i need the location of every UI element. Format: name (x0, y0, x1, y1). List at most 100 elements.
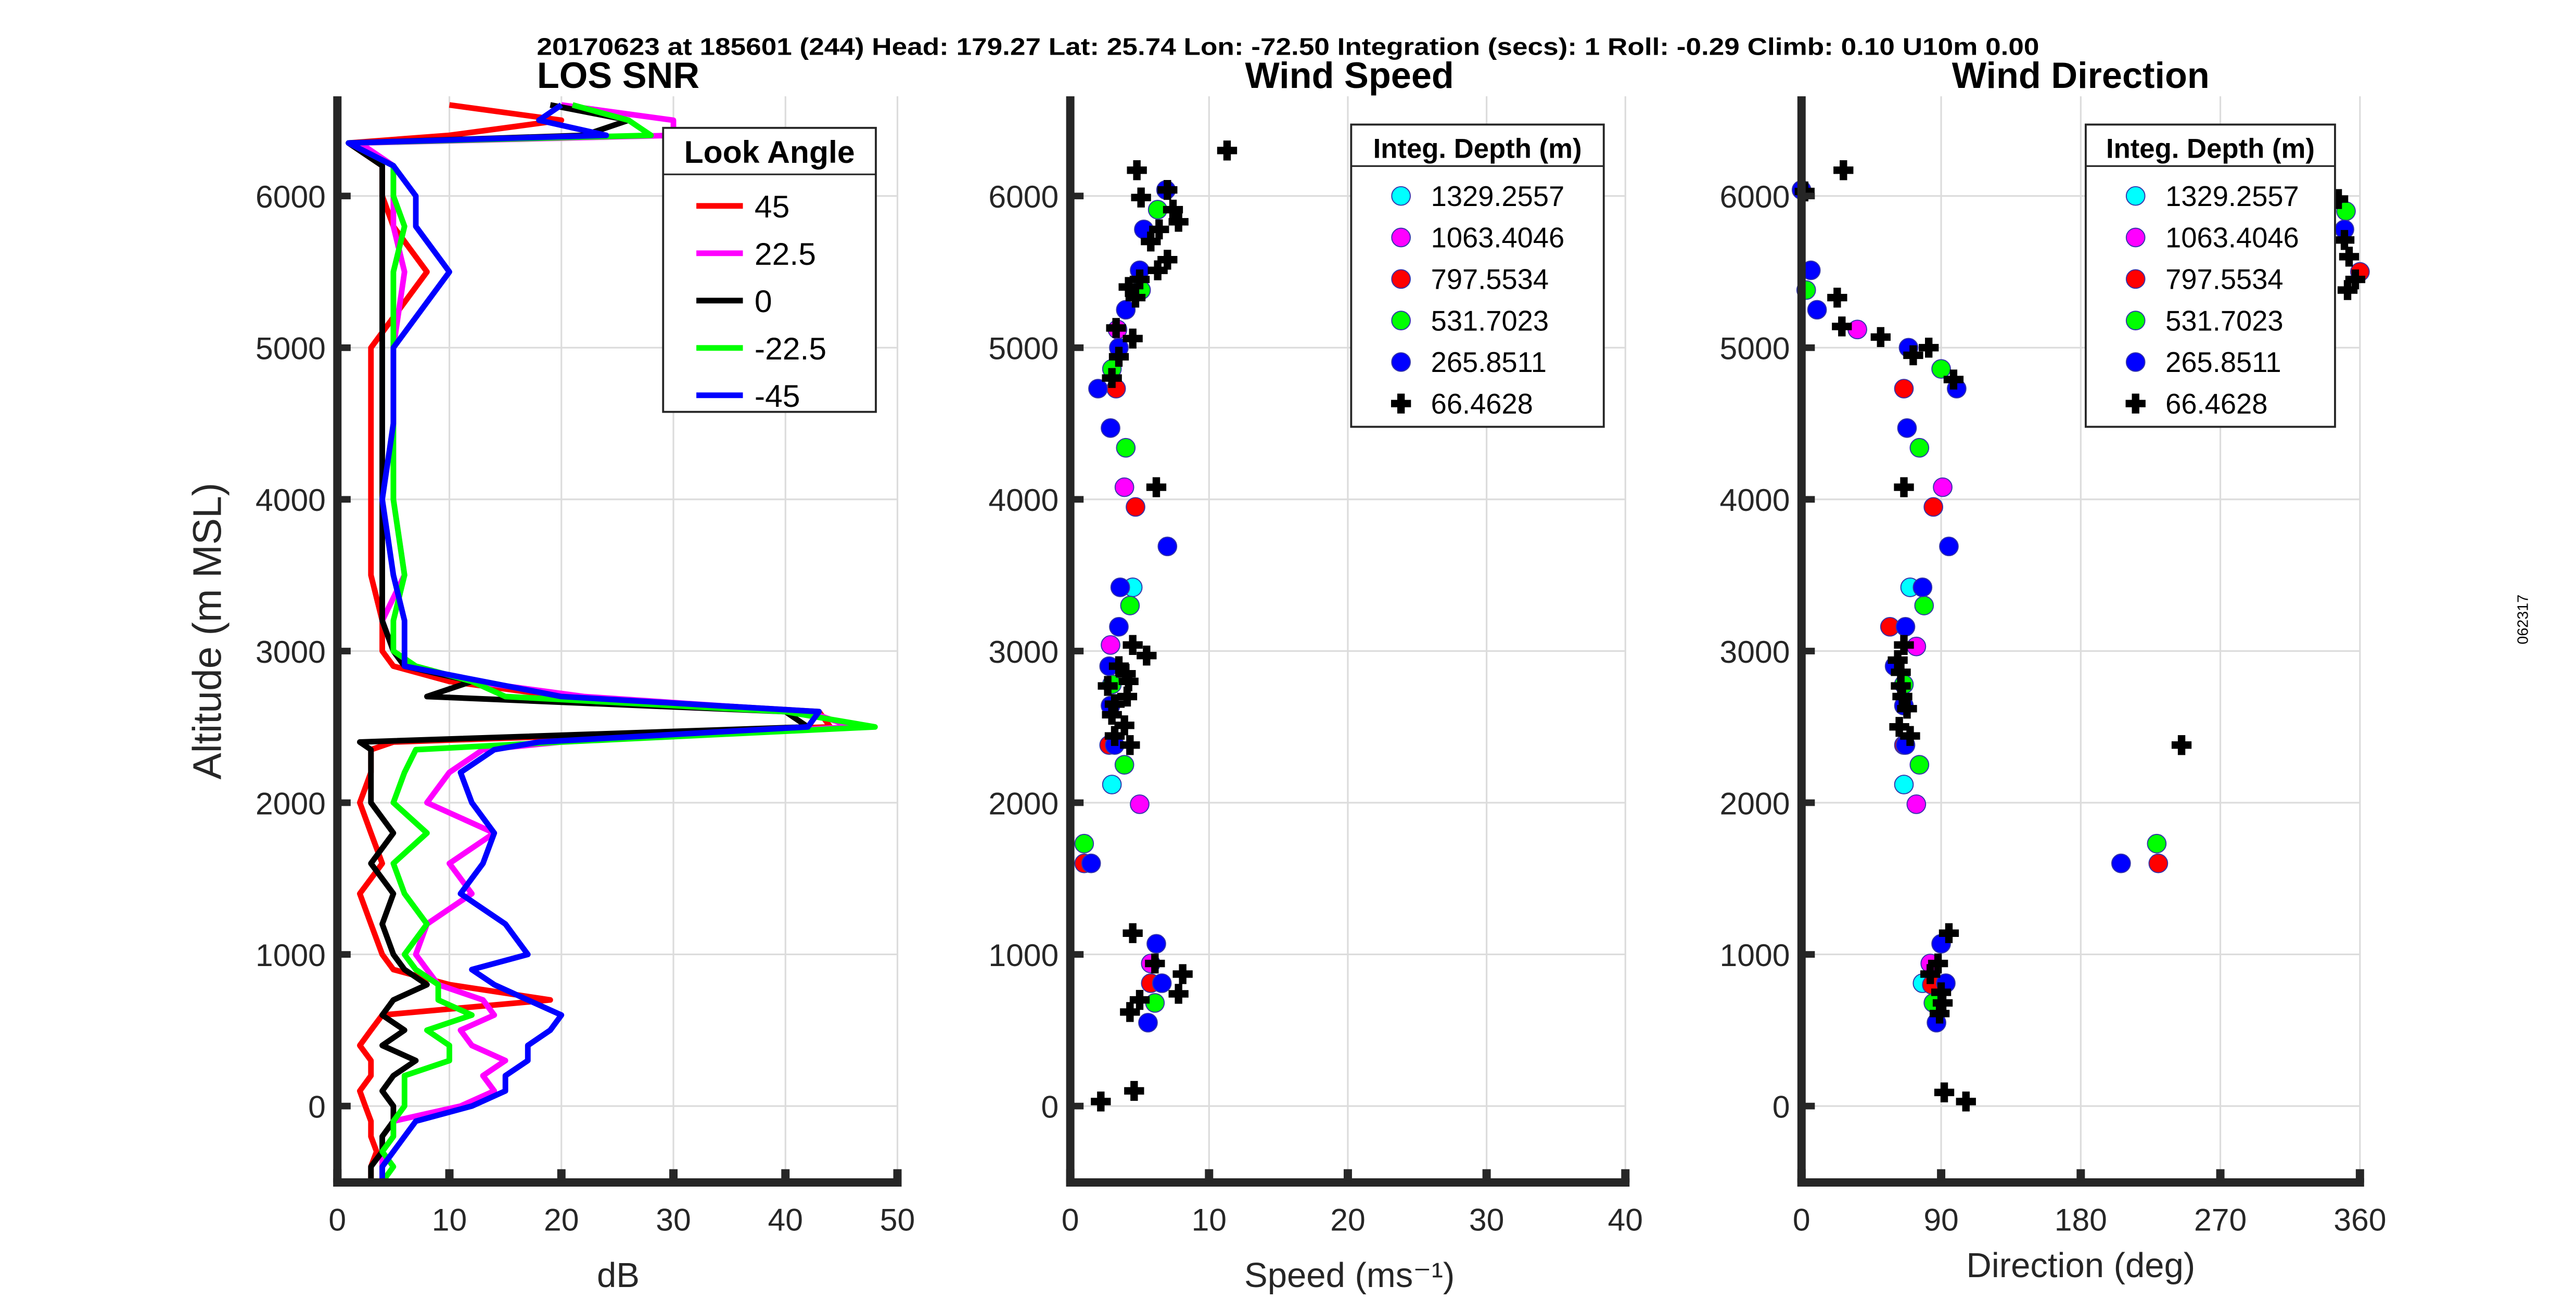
data-point-265.8511 (1110, 577, 1130, 597)
data-point-1063.4046 (1101, 635, 1120, 655)
legend-label: 1329.2557 (1431, 181, 1565, 212)
legend-marker-1063.4046 (1391, 227, 1411, 248)
y-tick-label: 4000 (1719, 482, 1790, 518)
data-point-66.4628 (1919, 338, 1939, 358)
data-point-265.8511 (1081, 853, 1101, 873)
legend-marker-1329.2557 (2125, 186, 2146, 206)
legend-label: 797.5534 (1431, 263, 1549, 295)
data-point-265.8511 (2111, 853, 2131, 873)
data-point-66.4628 (1123, 328, 1143, 349)
x-tick-label: 20 (1330, 1202, 1365, 1238)
data-point-66.4628 (2171, 735, 2192, 755)
data-point-1063.4046 (1933, 477, 1953, 497)
data-point-66.4628 (1145, 953, 1165, 974)
data-point-531.7023 (1914, 596, 1934, 615)
x-tick-label: 30 (1469, 1202, 1504, 1238)
data-point-66.4628 (1125, 287, 1146, 308)
data-point-797.5534 (1126, 497, 1145, 517)
data-point-797.5534 (1923, 497, 1944, 517)
data-point-66.4628 (1120, 735, 1140, 755)
legend-marker-66.4628 (1391, 393, 1411, 414)
data-point-66.4628 (1928, 953, 1948, 974)
axes: 0 1000 2000 3000 4000 5000 6000 0 90 180 270 360 (1719, 96, 2386, 1238)
data-point-265.8511 (1146, 934, 1166, 954)
legend-label: 45 (755, 189, 789, 224)
x-tick-label: 0 (1793, 1202, 1810, 1238)
data-point-66.4628 (2334, 230, 2355, 250)
data-point-66.4628 (1157, 250, 1178, 270)
x-tick-label: 270 (2194, 1202, 2247, 1238)
data-point-66.4628 (1147, 260, 1168, 280)
data-point-66.4628 (1124, 1081, 1144, 1101)
x-tick-label: 30 (656, 1202, 691, 1238)
data-point-66.4628 (1141, 231, 1161, 252)
series-line-0 (346, 102, 811, 1182)
x-axis-label: Direction (deg) (1966, 1246, 2195, 1285)
data-point-265.8511 (1895, 616, 1916, 637)
data-point-1329.2557 (1102, 775, 1122, 794)
legend-label: 531.7023 (1431, 305, 1549, 337)
legend-title: Integ. Depth (m) (1373, 133, 1582, 164)
legend-marker-265.8511 (1391, 352, 1411, 372)
data-point-66.4628 (1123, 923, 1143, 943)
legend-title: Look Angle (684, 134, 855, 170)
y-tick-label: 4000 (988, 482, 1059, 518)
x-tick-label: 10 (1192, 1202, 1227, 1238)
y-tick-label: 0 (308, 1089, 326, 1124)
x-tick-label: 40 (1608, 1202, 1643, 1238)
legend-marker-1063.4046 (2125, 227, 2146, 248)
x-tick-label: 50 (880, 1202, 915, 1238)
y-tick-label: 5000 (1719, 331, 1790, 366)
y-tick-label: 6000 (988, 179, 1059, 214)
data-point-66.4628 (1104, 726, 1125, 746)
data-point-265.8511 (1109, 616, 1129, 637)
legend-label: 66.4628 (1431, 388, 1533, 420)
data-point-66.4628 (1897, 699, 1917, 719)
series-line--45 (346, 102, 822, 1182)
data-point-265.8511 (1101, 418, 1120, 438)
data-point-66.4628 (1172, 964, 1193, 984)
legend-label: -45 (755, 378, 800, 414)
x-tick-label: 20 (544, 1202, 579, 1238)
side-date-label: 062317 (2515, 595, 2531, 645)
data-marks (1791, 160, 2370, 1112)
series-line-22.5 (356, 102, 856, 1182)
y-tick-label: 2000 (256, 786, 326, 821)
legend-marker-1329.2557 (1391, 186, 1411, 206)
data-point-66.4628 (1117, 686, 1138, 707)
data-point-531.7023 (1116, 438, 1136, 458)
axes: 0 1000 2000 3000 4000 5000 6000 0 10 20 30 40 50 (256, 96, 915, 1238)
data-point-66.4628 (1118, 277, 1139, 297)
data-point-66.4628 (1108, 346, 1129, 367)
y-tick-label: 4000 (256, 482, 326, 518)
panel-title: LOS SNR (537, 55, 699, 96)
data-point-531.7023 (1114, 755, 1134, 775)
x-tick-label: 0 (328, 1202, 346, 1238)
y-tick-label: 3000 (1719, 634, 1790, 670)
y-tick-label: 0 (1041, 1089, 1059, 1124)
data-point-66.4628 (1137, 646, 1157, 666)
data-point-66.4628 (1943, 369, 1964, 390)
data-point-1329.2557 (1894, 775, 1914, 794)
data-point-531.7023 (2147, 833, 2167, 854)
legend: Integ. Depth (m) 1329.2557 1063.4046 797.55… (2084, 123, 2336, 428)
data-point-66.4628 (1929, 1004, 1950, 1024)
x-tick-label: 180 (2055, 1202, 2107, 1238)
data-point-66.4628 (1168, 984, 1189, 1004)
x-tick-label: 10 (432, 1202, 467, 1238)
data-point-66.4628 (1956, 1091, 1976, 1112)
data-point-1063.4046 (1114, 477, 1134, 497)
y-tick-label: 1000 (988, 937, 1059, 973)
legend-label: 66.4628 (2165, 388, 2267, 420)
data-point-66.4628 (1892, 686, 1912, 707)
data-point-66.4628 (2345, 269, 2366, 290)
x-tick-label: 360 (2333, 1202, 2386, 1238)
data-point-66.4628 (1889, 717, 1909, 737)
data-point-66.4628 (1157, 179, 1178, 200)
data-point-66.4628 (1833, 160, 1854, 181)
data-point-531.7023 (1909, 755, 1930, 775)
y-axis-label: Altitude (m MSL) (186, 483, 230, 779)
panel-los-snr: 0 1000 2000 3000 4000 5000 6000 0 10 20 30 40 50 LOS … (186, 55, 915, 1295)
